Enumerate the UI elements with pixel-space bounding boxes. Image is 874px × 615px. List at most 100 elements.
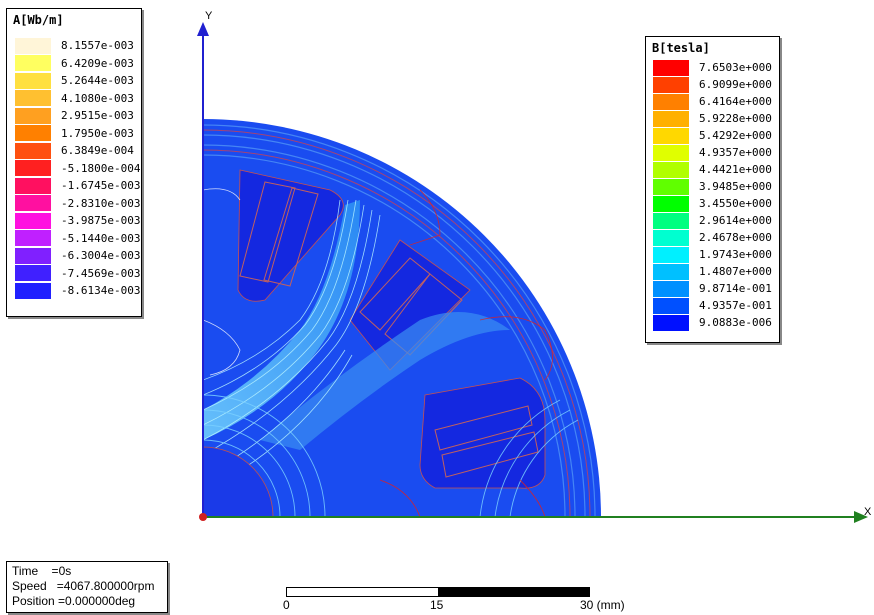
- legend-row: 4.9357e+000: [653, 144, 772, 161]
- color-swatch: [653, 280, 689, 297]
- legend-b-title: B[tesla]: [652, 41, 710, 55]
- legend-row: 9.8714e-001: [653, 280, 772, 297]
- slot-3: [419, 377, 546, 489]
- legend-value: -7.4569e-003: [61, 266, 141, 280]
- legend-row: 6.4209e-003: [15, 55, 134, 72]
- legend-row: 5.9228e+000: [653, 110, 772, 127]
- shaft: [203, 446, 274, 517]
- legend-row: 9.0883e-006: [653, 314, 772, 331]
- simulation-info-box: Time =0s Speed =4067.800000rpm Position …: [6, 561, 168, 613]
- color-swatch: [653, 195, 689, 212]
- legend-value: 3.9485e+000: [699, 180, 772, 193]
- legend-value: 4.9357e-001: [699, 299, 772, 312]
- legend-value: -5.1440e-003: [61, 231, 141, 245]
- scale-tick-15: 15: [430, 598, 444, 612]
- legend-value: 2.9614e+000: [699, 214, 772, 227]
- legend-row: 2.9515e-003: [15, 107, 134, 124]
- legend-value: 6.3849e-004: [61, 144, 134, 157]
- legend-row: -2.8310e-003: [15, 195, 140, 212]
- color-swatch: [15, 230, 51, 246]
- color-swatch: [15, 160, 51, 176]
- legend-row: 4.9357e-001: [653, 297, 772, 314]
- legend-row: -5.1800e-004: [15, 160, 140, 177]
- legend-value: 5.2644e-003: [61, 74, 134, 87]
- legend-value: 4.9357e+000: [699, 146, 772, 159]
- legend-row: -8.6134e-003: [15, 282, 140, 299]
- legend-row: 2.9614e+000: [653, 212, 772, 229]
- legend-value: 5.4292e+000: [699, 129, 772, 142]
- legend-row: 7.6503e+000: [653, 59, 772, 76]
- legend-row: 8.1557e-003: [15, 37, 134, 54]
- legend-value: 7.6503e+000: [699, 61, 772, 74]
- scale-tick-0: 0: [283, 598, 290, 612]
- legend-value: -6.3004e-003: [61, 249, 141, 262]
- color-swatch: [15, 107, 51, 124]
- legend-value: 1.9743e+000: [699, 248, 772, 261]
- legend-row: 2.4678e+000: [653, 229, 772, 246]
- color-swatch: [15, 72, 51, 89]
- legend-row: 5.2644e-003: [15, 72, 134, 89]
- position-readout: Position =0.000000deg: [12, 594, 136, 608]
- legend-value: 5.9228e+000: [699, 112, 772, 125]
- y-axis-arrow: [197, 22, 209, 36]
- legend-row: -1.6745e-003: [15, 177, 140, 194]
- y-axis-label: Y: [205, 10, 213, 22]
- color-swatch: [15, 195, 51, 211]
- color-swatch: [653, 229, 689, 246]
- color-swatch: [15, 265, 51, 281]
- legend-row: 6.9099e+000: [653, 76, 772, 93]
- color-swatch: [653, 59, 689, 76]
- legend-value: 2.4678e+000: [699, 231, 772, 244]
- color-swatch: [15, 125, 51, 141]
- legend-value: 6.9099e+000: [699, 78, 772, 91]
- legend-value: 9.0883e-006: [699, 316, 772, 329]
- color-swatch: [15, 90, 51, 106]
- legend-value: -2.8310e-003: [61, 196, 141, 210]
- legend-value: 1.7950e-003: [61, 126, 134, 140]
- legend-row: 4.1080e-003: [15, 90, 134, 107]
- color-swatch: [15, 282, 51, 299]
- legend-row: -6.3004e-003: [15, 247, 140, 264]
- color-swatch: [653, 161, 689, 178]
- slot-1: [237, 169, 344, 302]
- legend-row: -5.1440e-003: [15, 230, 140, 247]
- legend-row: 1.9743e+000: [653, 246, 772, 263]
- color-swatch: [653, 178, 689, 195]
- color-swatch: [15, 212, 51, 229]
- legend-flux-density: B[tesla] 7.6503e+000 6.9099e+000 6.4164e+0…: [645, 36, 780, 343]
- legend-value: -8.6134e-003: [61, 284, 141, 297]
- color-swatch: [653, 144, 689, 161]
- color-swatch: [15, 37, 51, 54]
- legend-value: 6.4209e-003: [61, 56, 134, 70]
- color-swatch: [653, 297, 689, 314]
- color-swatch: [653, 263, 689, 280]
- color-swatch: [653, 76, 689, 93]
- color-swatch: [653, 110, 689, 127]
- x-axis-arrow: [854, 511, 868, 523]
- color-swatch: [653, 127, 689, 144]
- legend-a-title: A[Wb/m]: [13, 13, 64, 27]
- color-swatch: [15, 177, 51, 194]
- scale-tick-30: 30 (mm): [580, 598, 625, 612]
- legend-value: 9.8714e-001: [699, 282, 772, 295]
- color-swatch: [653, 93, 689, 110]
- color-swatch: [653, 246, 689, 263]
- color-swatch: [653, 314, 689, 331]
- legend-row: 6.4164e+000: [653, 93, 772, 110]
- speed-readout: Speed =4067.800000rpm: [12, 579, 155, 593]
- color-swatch: [15, 55, 51, 71]
- legend-value: 4.4421e+000: [699, 163, 772, 176]
- legend-value: 4.1080e-003: [61, 91, 134, 105]
- legend-row: 1.7950e-003: [15, 125, 134, 142]
- time-readout: Time =0s: [12, 564, 72, 578]
- legend-row: 6.3849e-004: [15, 142, 134, 159]
- legend-value: 1.4807e+000: [699, 265, 772, 278]
- legend-value: 6.4164e+000: [699, 95, 772, 108]
- legend-row: 3.9485e+000: [653, 178, 772, 195]
- legend-value: -5.1800e-004: [61, 161, 141, 175]
- legend-value: -1.6745e-003: [61, 179, 141, 192]
- legend-row: 4.4421e+000: [653, 161, 772, 178]
- x-axis-label: X: [864, 506, 872, 518]
- color-swatch: [15, 142, 51, 159]
